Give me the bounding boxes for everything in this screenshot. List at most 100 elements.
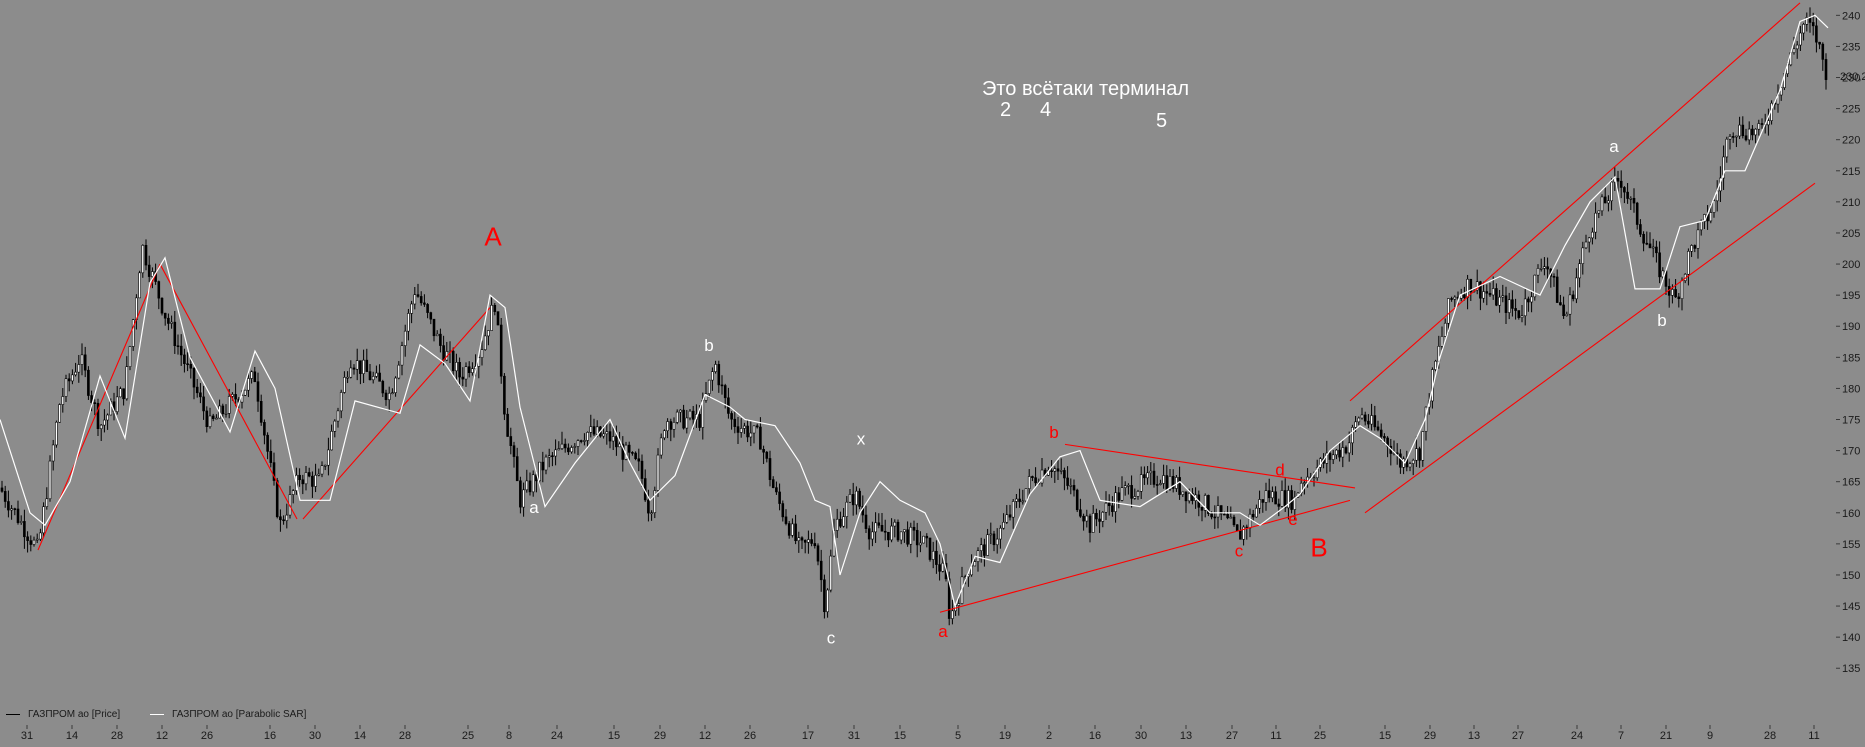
candle [810,533,813,547]
candle [650,510,653,521]
candle [1706,205,1709,230]
last-price-label: 230,28 [1840,71,1865,83]
candle [64,374,68,402]
candle [1530,291,1533,313]
x-tick-label: 11 [1270,730,1281,742]
candle [864,505,868,533]
candle [362,349,365,383]
y-tick-label: 155 [1842,539,1860,551]
candle [1735,135,1738,148]
x-tick-label: 7 [1618,730,1624,742]
candle [1008,504,1012,521]
candle [35,533,39,544]
candle [1485,284,1489,306]
candle [1059,458,1063,475]
candle [1079,498,1082,518]
candle [1370,403,1373,431]
candle [1255,504,1258,518]
candle [515,447,519,482]
candle [730,411,733,430]
y-tick-label: 215 [1842,166,1860,178]
candle [1373,405,1377,431]
candle [1655,240,1658,263]
candle [435,330,439,337]
candle [346,371,349,384]
candle [1331,449,1335,465]
candle [1482,281,1485,303]
y-tick-label: 180 [1842,383,1860,395]
candle [1360,407,1364,420]
candle [349,360,353,379]
y-tick-label: 230 [1842,73,1860,85]
candle [813,532,817,549]
candle [1626,183,1629,204]
candle [771,476,775,489]
candle [1632,188,1636,213]
candle [250,370,253,384]
candle [675,409,679,425]
candle [1200,506,1204,522]
candle [186,352,189,372]
candle [311,471,314,498]
candle [74,362,77,377]
candle [1571,290,1575,302]
candle [7,490,10,518]
candle [643,469,647,502]
candle [1341,440,1345,468]
candle [781,500,785,522]
candle [1565,311,1569,317]
candle [327,437,330,476]
candle [1443,318,1447,337]
candle [589,414,593,438]
candle [253,366,257,383]
candle [1088,513,1092,543]
trend-lines [37,2,1816,613]
candle [823,574,826,619]
candle [1130,475,1133,508]
candle [586,431,589,448]
candle [1527,296,1530,312]
candle [480,340,484,366]
candle [125,356,129,401]
candle [1328,451,1332,472]
candle [1805,12,1809,32]
candle [375,365,378,379]
candle [167,313,170,331]
candle [576,439,580,456]
candle [403,324,407,357]
candle [432,318,436,342]
x-tick-label: 26 [744,730,756,742]
candle [1453,295,1457,308]
candle [829,549,833,593]
candle [87,366,90,400]
candle [1757,119,1761,136]
candle [839,511,842,528]
candle [1418,446,1421,468]
y-tick-label: 170 [1842,446,1860,458]
y-tick-label: 190 [1842,321,1860,333]
x-tick-label: 8 [506,730,512,742]
candle [659,433,663,459]
candle [1248,508,1252,538]
candle [1488,282,1492,298]
x-tick-label: 27 [1226,730,1238,742]
candle [503,373,506,421]
candle [1155,475,1159,495]
candle [176,334,180,355]
candle [1722,145,1725,190]
wave-label: d [1275,460,1284,479]
candle [1280,480,1284,508]
candle [173,310,177,354]
candle [291,489,295,504]
candle [365,348,369,372]
candle [266,432,269,460]
candle [682,404,685,430]
candle [1239,519,1242,540]
candle [570,445,573,454]
candle [384,389,388,406]
candle [1731,132,1735,143]
candle [391,388,394,395]
candle [1818,41,1821,50]
candle [1677,292,1681,308]
candle [1795,41,1799,59]
